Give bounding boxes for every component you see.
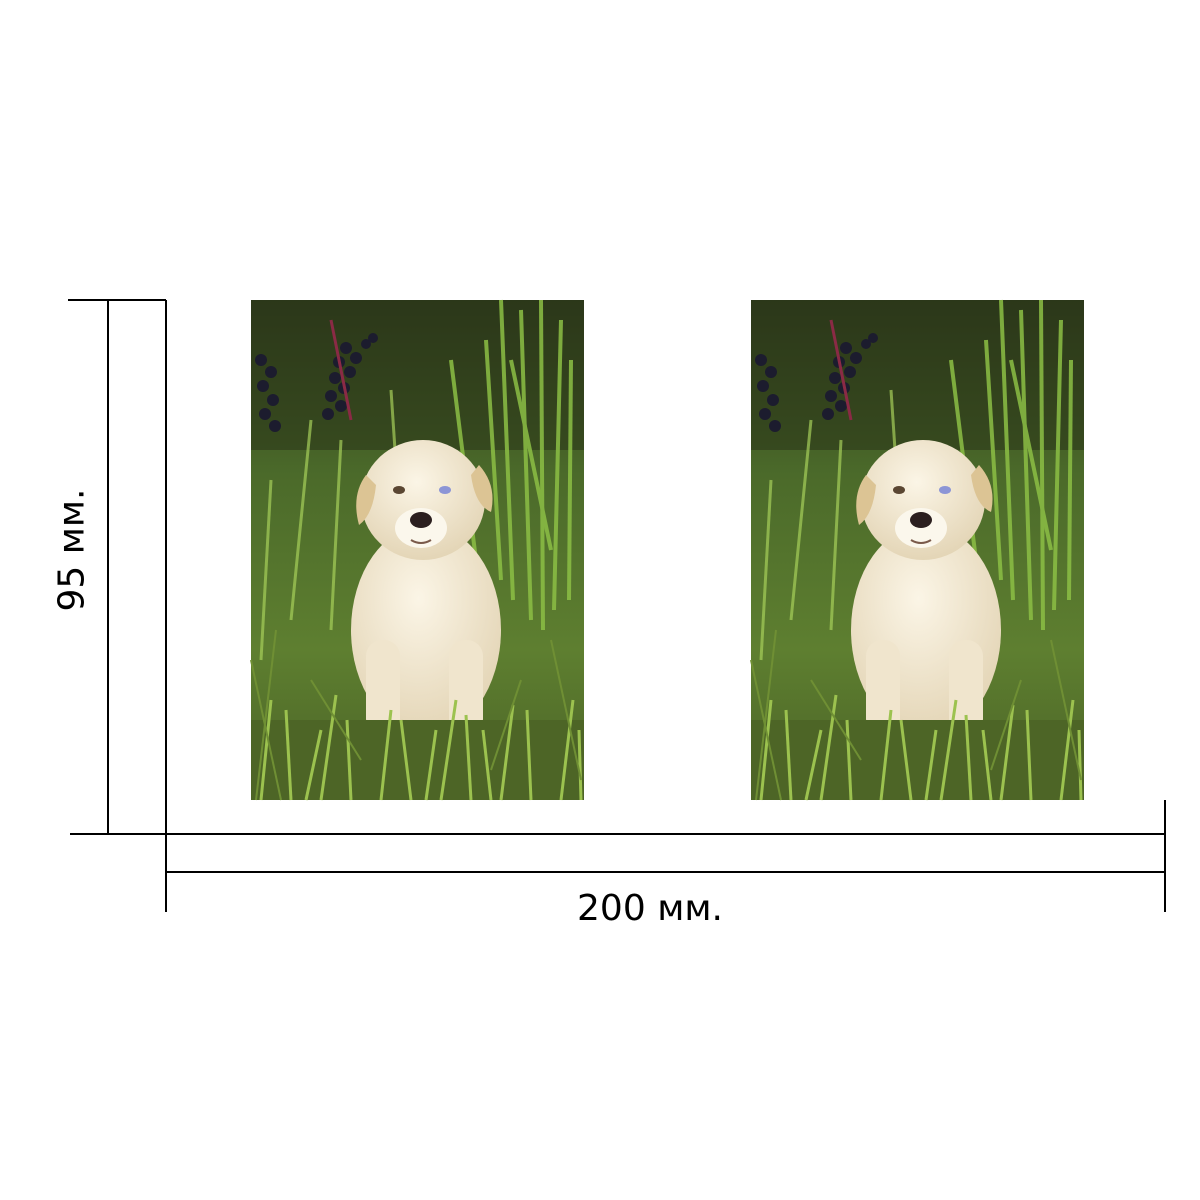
width-label: 200 мм. <box>577 888 723 929</box>
photo-right <box>749 298 1086 802</box>
photo-left <box>249 298 586 802</box>
height-label: 95 мм. <box>51 488 93 612</box>
height-dimension <box>68 299 167 835</box>
width-dimension <box>165 800 1166 912</box>
